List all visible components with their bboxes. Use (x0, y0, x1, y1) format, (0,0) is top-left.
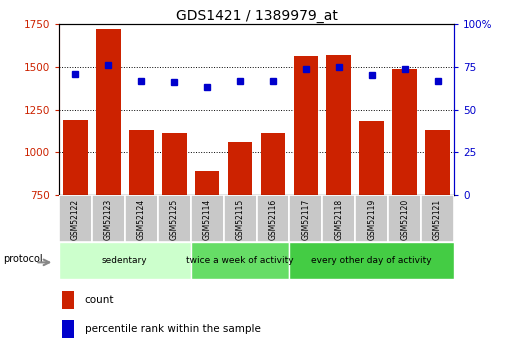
Text: count: count (85, 295, 114, 305)
Text: GSM52124: GSM52124 (137, 199, 146, 240)
Bar (191, 241, 289, 279)
Bar (425, 130, 450, 195)
Text: GSM52117: GSM52117 (301, 199, 310, 240)
Bar (195, 171, 220, 195)
Text: GSM52120: GSM52120 (400, 199, 409, 240)
Bar (421, 195, 454, 242)
Bar (322, 195, 355, 242)
Bar (388, 195, 421, 242)
Bar (326, 55, 351, 195)
Bar (129, 130, 153, 195)
Bar (125, 195, 158, 242)
Bar (62, 290, 74, 309)
Bar (191, 195, 224, 242)
Text: GSM52115: GSM52115 (235, 199, 245, 240)
Bar (228, 142, 252, 195)
Bar (256, 195, 289, 242)
Bar (59, 241, 191, 279)
Bar (59, 195, 92, 242)
Bar (224, 195, 256, 242)
Bar (289, 241, 454, 279)
Text: percentile rank within the sample: percentile rank within the sample (85, 324, 261, 334)
Text: GSM52122: GSM52122 (71, 199, 80, 240)
Text: GSM52118: GSM52118 (334, 199, 343, 240)
Bar (162, 134, 187, 195)
Text: every other day of activity: every other day of activity (311, 256, 432, 265)
Bar (63, 120, 88, 195)
Text: GSM52121: GSM52121 (433, 199, 442, 240)
Bar (158, 195, 191, 242)
Bar (96, 29, 121, 195)
Text: GSM52125: GSM52125 (170, 199, 179, 240)
Bar (360, 121, 384, 195)
Text: sedentary: sedentary (102, 256, 148, 265)
Text: GSM52123: GSM52123 (104, 199, 113, 240)
Text: GSM52114: GSM52114 (203, 199, 212, 240)
Text: protocol: protocol (3, 254, 43, 264)
Bar (355, 195, 388, 242)
Text: GSM52119: GSM52119 (367, 199, 376, 240)
Bar (92, 195, 125, 242)
Bar (293, 56, 318, 195)
Title: GDS1421 / 1389979_at: GDS1421 / 1389979_at (175, 9, 338, 23)
Bar (261, 134, 285, 195)
Text: GSM52116: GSM52116 (268, 199, 278, 240)
Bar (62, 320, 74, 338)
Bar (392, 69, 417, 195)
Bar (289, 195, 322, 242)
Text: twice a week of activity: twice a week of activity (186, 256, 294, 265)
